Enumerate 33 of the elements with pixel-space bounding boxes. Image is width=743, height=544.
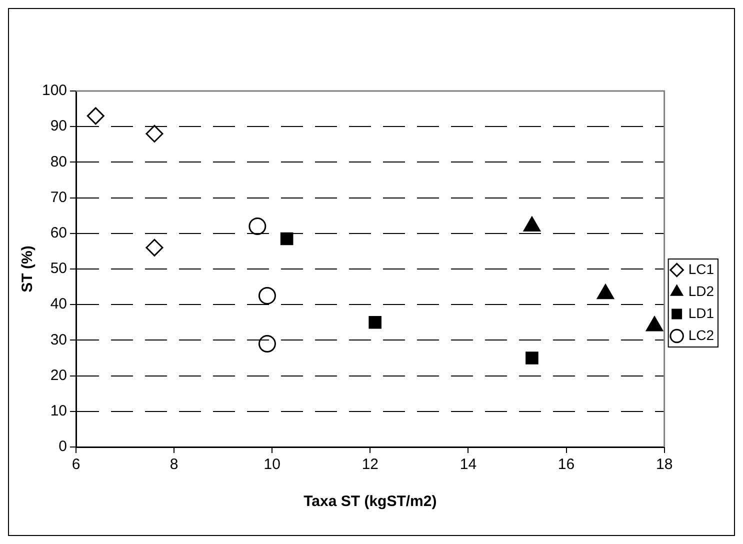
point: [526, 352, 538, 364]
x-tick-label: 12: [362, 456, 379, 474]
point: [368, 316, 382, 329]
point: [248, 218, 266, 236]
x-tick-label: 10: [264, 456, 280, 474]
legend-label: LC1: [688, 260, 714, 277]
y-tick-label: 70: [50, 188, 68, 206]
x-tick-label: 16: [558, 456, 575, 474]
point: [146, 238, 164, 256]
y-tick-label: 40: [50, 296, 68, 313]
y-axis-title: ST (%): [19, 246, 36, 292]
x-tick-label: 18: [656, 456, 673, 474]
y-tick-label: 10: [50, 402, 68, 420]
x-tick-label: 8: [170, 456, 178, 474]
y-tick-label: 50: [50, 260, 68, 278]
y-tick-label: 100: [42, 82, 68, 100]
x-tick-label: 14: [460, 456, 477, 474]
y-tick-label: 60: [50, 224, 68, 242]
y-tick-label: 30: [50, 331, 68, 348]
x-axis-title: Taxa ST (kgST/m2): [304, 493, 437, 510]
point: [258, 335, 276, 353]
legend-label: LD1: [688, 304, 714, 321]
legend-label: LC2: [688, 326, 714, 343]
point: [146, 124, 164, 142]
point: [258, 286, 276, 304]
y-tick-label: 20: [50, 366, 68, 384]
legend-label: LD2: [688, 282, 714, 299]
y-tick-label: 90: [50, 118, 68, 135]
x-tick-label: 6: [72, 456, 80, 474]
point: [86, 107, 104, 125]
y-tick-label: 80: [50, 153, 68, 170]
point: [280, 232, 294, 246]
y-tick-label: 0: [58, 438, 68, 456]
